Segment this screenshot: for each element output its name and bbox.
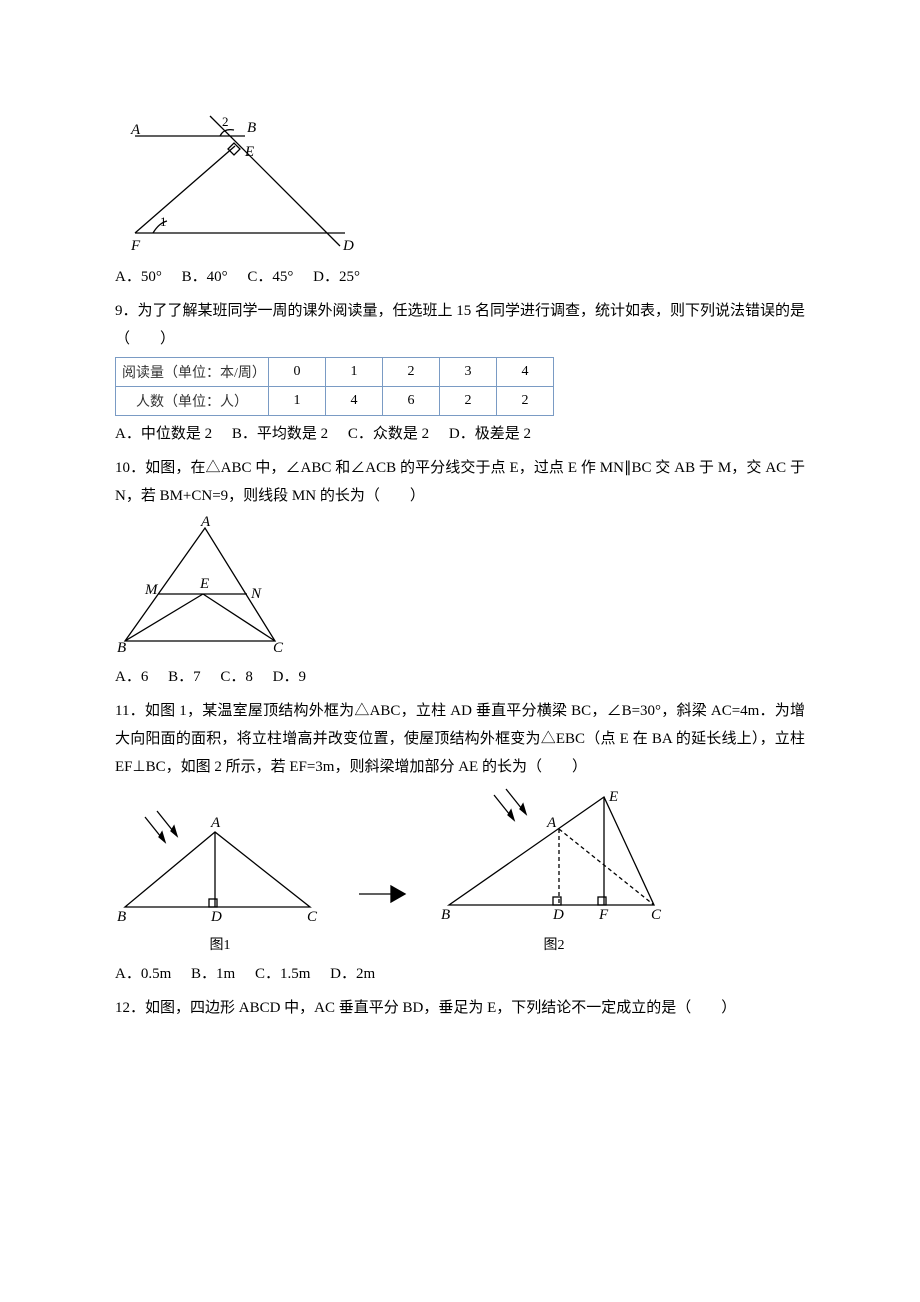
q9-table: 阅读量（单位：本/周） 0 1 2 3 4 人数（单位：人） 1 4 6 2 2 — [115, 357, 554, 416]
q10-option-D: D．9 — [273, 669, 306, 685]
q9-option-C: C．众数是 2 — [348, 426, 429, 442]
q11f1-B: B — [117, 909, 126, 925]
q8-options: A．50° B．40° C．45° D．25° — [115, 263, 805, 291]
q10-options: A．6 B．7 C．8 D．9 — [115, 663, 805, 691]
q9-r2c1: 1 — [269, 387, 326, 416]
q11-caption-1: 图1 — [115, 934, 325, 954]
q11f2-A: A — [546, 815, 557, 831]
q8-label-A: A — [130, 122, 141, 138]
q9-option-A: A．中位数是 2 — [115, 426, 212, 442]
q10-label-A: A — [200, 516, 211, 530]
q10-label-C: C — [273, 640, 284, 656]
q9-options: A．中位数是 2 B．平均数是 2 C．众数是 2 D．极差是 2 — [115, 420, 805, 448]
q9-r1c2: 1 — [326, 358, 383, 387]
q11-caption-2: 图2 — [439, 934, 669, 954]
q11f2-D: D — [552, 907, 564, 923]
q11-arrow-icon — [357, 834, 407, 954]
q10-stem: 10．如图，在△ABC 中，∠ABC 和∠ACB 的平分线交于点 E，过点 E … — [115, 454, 805, 510]
q9-stem: 9．为了了解某班同学一周的课外阅读量，任选班上 15 名同学进行调查，统计如表，… — [115, 297, 805, 353]
q11-figure-row: A B C D 图1 — [115, 787, 805, 954]
q11f2-C: C — [651, 907, 662, 923]
q11-options: A．0.5m B．1m C．1.5m D．2m — [115, 960, 805, 988]
q11-stem: 11．如图 1，某温室屋顶结构外框为△ABC，立柱 AD 垂直平分横梁 BC，∠… — [115, 697, 805, 781]
q9-r2c2: 4 — [326, 387, 383, 416]
q10-label-E: E — [199, 576, 209, 592]
table-row: 阅读量（单位：本/周） 0 1 2 3 4 — [116, 358, 554, 387]
q9-r1c1: 0 — [269, 358, 326, 387]
q9-row2-label: 人数（单位：人） — [116, 387, 269, 416]
q11f2-F: F — [598, 907, 609, 923]
q9-row1-label: 阅读量（单位：本/周） — [116, 358, 269, 387]
q11f2-E: E — [608, 789, 618, 805]
q8-label-F: F — [130, 238, 141, 254]
q8-label-B: B — [247, 120, 256, 136]
q8-option-D: D．25° — [313, 269, 360, 285]
q11f1-A: A — [210, 815, 221, 831]
q11f1-D: D — [210, 909, 222, 925]
q9-r2c4: 2 — [440, 387, 497, 416]
q10-label-M: M — [144, 582, 159, 598]
q9-r2c5: 2 — [497, 387, 554, 416]
q8-option-B: B．40° — [182, 269, 228, 285]
q10-option-B: B．7 — [168, 669, 201, 685]
q8-label-D: D — [342, 238, 354, 254]
table-row: 人数（单位：人） 1 4 6 2 2 — [116, 387, 554, 416]
q8-figure: A B E F D 2 1 — [115, 106, 805, 261]
q9-r1c3: 2 — [383, 358, 440, 387]
q9-option-B: B．平均数是 2 — [232, 426, 328, 442]
q11-option-D: D．2m — [330, 966, 375, 982]
q9-r2c3: 6 — [383, 387, 440, 416]
q8-label-E: E — [244, 144, 254, 160]
q12-stem: 12．如图，四边形 ABCD 中，AC 垂直平分 BD，垂足为 E，下列结论不一… — [115, 994, 805, 1022]
q10-figure: A B C M N E — [115, 516, 805, 661]
q11f1-C: C — [307, 909, 318, 925]
q8-angle-1: 1 — [160, 214, 167, 229]
q8-option-C: C．45° — [247, 269, 293, 285]
q9-option-D: D．极差是 2 — [449, 426, 531, 442]
q8-option-A: A．50° — [115, 269, 162, 285]
q11-option-A: A．0.5m — [115, 966, 171, 982]
q8-angle-2: 2 — [222, 114, 229, 129]
q11f2-B: B — [441, 907, 450, 923]
q10-option-A: A．6 — [115, 669, 148, 685]
q10-label-B: B — [117, 640, 126, 656]
q10-option-C: C．8 — [220, 669, 253, 685]
q9-r1c4: 3 — [440, 358, 497, 387]
q9-r1c5: 4 — [497, 358, 554, 387]
q11-figure-1: A B C D — [115, 807, 325, 927]
q10-label-N: N — [250, 586, 262, 602]
q11-option-C: C．1.5m — [255, 966, 310, 982]
q11-option-B: B．1m — [191, 966, 235, 982]
q11-figure-2: A E B C D F — [439, 787, 669, 927]
